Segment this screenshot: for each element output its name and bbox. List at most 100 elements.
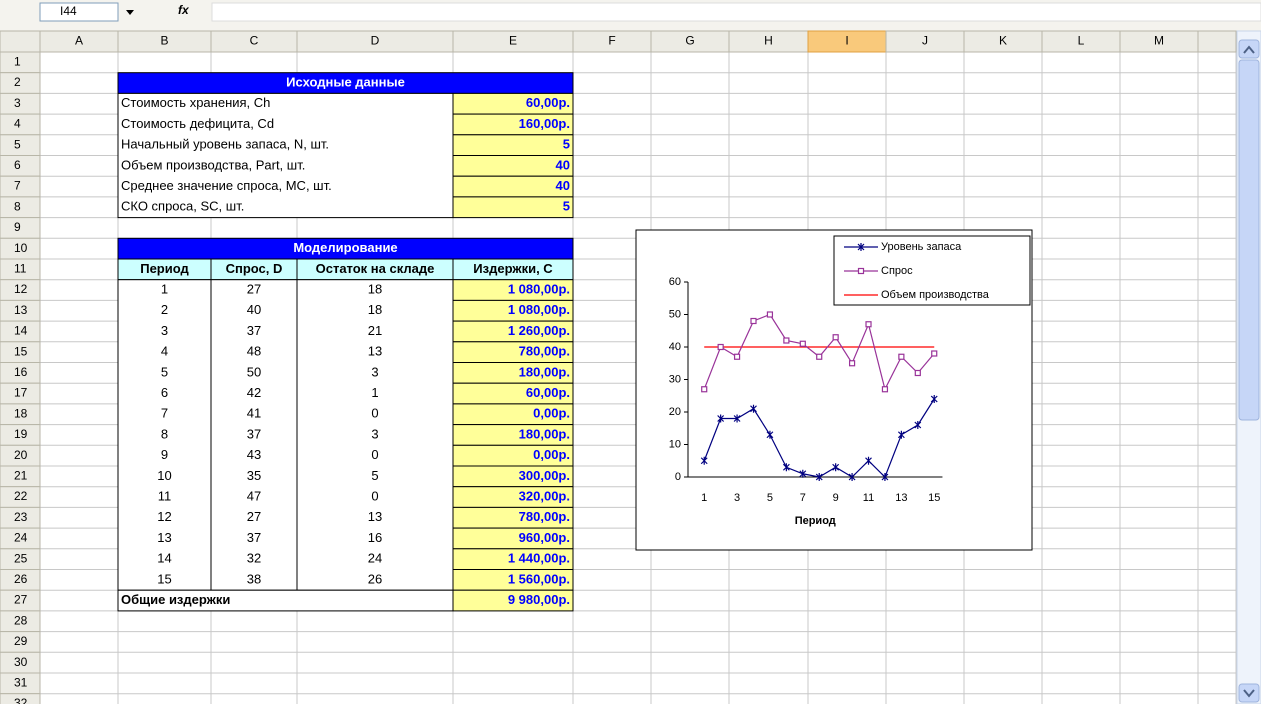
row-header-label: 14 bbox=[14, 324, 28, 338]
cost-value: 1 080,00р. bbox=[508, 281, 570, 296]
table-value: 26 bbox=[368, 571, 382, 586]
cost-value: 1 440,00р. bbox=[508, 551, 570, 566]
table-value: 18 bbox=[368, 302, 382, 317]
marker bbox=[782, 463, 790, 472]
function-icon[interactable]: fx bbox=[178, 3, 190, 17]
select-all[interactable] bbox=[0, 30, 41, 53]
cost-value: 1 560,00р. bbox=[508, 571, 570, 586]
column-header-label: I bbox=[845, 34, 848, 48]
dropdown-arrow[interactable] bbox=[126, 10, 134, 15]
row-header-label: 4 bbox=[14, 117, 21, 131]
table-value: 37 bbox=[247, 530, 261, 545]
marker bbox=[783, 337, 790, 344]
row-header-label: 3 bbox=[14, 96, 21, 110]
formula-input[interactable] bbox=[211, 2, 1261, 22]
marker bbox=[881, 473, 889, 481]
x-tick-label: 9 bbox=[833, 492, 839, 504]
marker bbox=[733, 414, 741, 423]
y-tick-label: 0 bbox=[675, 471, 681, 483]
table-header: Период bbox=[140, 261, 189, 276]
marker bbox=[848, 360, 856, 367]
x-tick-label: 1 bbox=[701, 492, 707, 504]
legend-label: Уровень запаса bbox=[881, 241, 962, 253]
row-header-label: 25 bbox=[14, 551, 28, 565]
table-value: 37 bbox=[247, 426, 261, 441]
marker bbox=[857, 243, 865, 251]
x-tick-label: 3 bbox=[734, 492, 740, 504]
table-value: 35 bbox=[247, 468, 261, 483]
marker bbox=[700, 456, 708, 465]
table-value: 21 bbox=[368, 323, 382, 338]
column-header-label: B bbox=[160, 34, 168, 48]
scroll-down-arrow bbox=[1243, 689, 1255, 698]
cost-value: 1 260,00р. bbox=[508, 323, 570, 338]
table-value: 12 bbox=[157, 509, 171, 524]
x-tick-label: 5 bbox=[767, 492, 773, 504]
table-value: 0 bbox=[371, 488, 378, 503]
column-header-label: H bbox=[764, 34, 773, 48]
marker bbox=[733, 353, 741, 360]
cost-value: 960,00р. bbox=[519, 530, 570, 545]
row-header-label: 28 bbox=[14, 613, 28, 627]
marker bbox=[701, 386, 708, 393]
cost-value: 1 080,00р. bbox=[508, 302, 570, 317]
cost-value: 180,00р. bbox=[519, 364, 570, 379]
legend-label: Спрос bbox=[881, 265, 913, 277]
table-value: 4 bbox=[161, 344, 168, 359]
input-label: Стоимость дефицита, Cd bbox=[121, 116, 274, 131]
row-header-label: 9 bbox=[14, 220, 21, 234]
table-value: 2 bbox=[161, 302, 168, 317]
marker bbox=[848, 473, 856, 481]
row-header-label: 31 bbox=[14, 676, 28, 690]
row-header[interactable] bbox=[0, 693, 41, 704]
marker bbox=[717, 343, 724, 351]
table-value: 0 bbox=[371, 447, 378, 462]
row-header-label: 11 bbox=[14, 262, 27, 276]
table-value: 6 bbox=[161, 385, 168, 400]
section-title: Моделирование bbox=[293, 240, 397, 255]
row-header-label: 19 bbox=[14, 427, 28, 441]
row-header-label: 12 bbox=[14, 282, 28, 296]
input-label: Начальный уровень запаса, N, шт. bbox=[121, 137, 329, 152]
row-header-label: 23 bbox=[14, 510, 28, 524]
table-value: 38 bbox=[247, 571, 261, 586]
table-value: 13 bbox=[368, 509, 382, 524]
marker bbox=[930, 395, 938, 403]
marker bbox=[865, 456, 872, 465]
scroll-down[interactable] bbox=[1238, 683, 1260, 703]
table-value: 1 bbox=[371, 385, 378, 400]
table-value: 27 bbox=[247, 509, 261, 524]
row-header-label: 26 bbox=[14, 572, 28, 586]
column-header bbox=[1197, 30, 1237, 53]
marker bbox=[717, 414, 725, 423]
row-header-label: 32 bbox=[14, 696, 28, 704]
row-header-label: 17 bbox=[14, 386, 28, 400]
x-tick-label: 11 bbox=[863, 492, 874, 504]
table-value: 10 bbox=[157, 468, 171, 483]
legend-label: Объем производства bbox=[881, 289, 990, 301]
input-value: 40 bbox=[556, 157, 570, 172]
input-cell bbox=[452, 196, 574, 219]
section-title: Исходные данные bbox=[286, 74, 405, 89]
scroll-thumb[interactable] bbox=[1238, 59, 1260, 421]
table-value: 48 bbox=[247, 344, 261, 359]
scroll-up[interactable] bbox=[1238, 39, 1260, 59]
x-tick-label: 7 bbox=[800, 492, 806, 504]
cost-value: 180,00р. bbox=[519, 426, 570, 441]
name-box[interactable] bbox=[39, 2, 119, 22]
table-header: Издержки, C bbox=[473, 261, 553, 276]
input-cell bbox=[452, 134, 574, 157]
row-header-label: 1 bbox=[14, 55, 21, 69]
row-header-label: 20 bbox=[14, 448, 28, 462]
marker bbox=[897, 430, 905, 439]
column-header-label: F bbox=[608, 34, 615, 48]
cost-value: 780,00р. bbox=[519, 344, 570, 359]
input-value: 60,00р. bbox=[526, 95, 570, 110]
input-value: 5 bbox=[563, 137, 570, 152]
total-cell bbox=[452, 589, 574, 612]
row-header-label: 27 bbox=[14, 593, 28, 607]
row-header-label: 7 bbox=[14, 179, 21, 193]
column-header-label: M bbox=[1154, 34, 1164, 48]
marker bbox=[865, 321, 872, 328]
table-value: 8 bbox=[161, 426, 168, 441]
